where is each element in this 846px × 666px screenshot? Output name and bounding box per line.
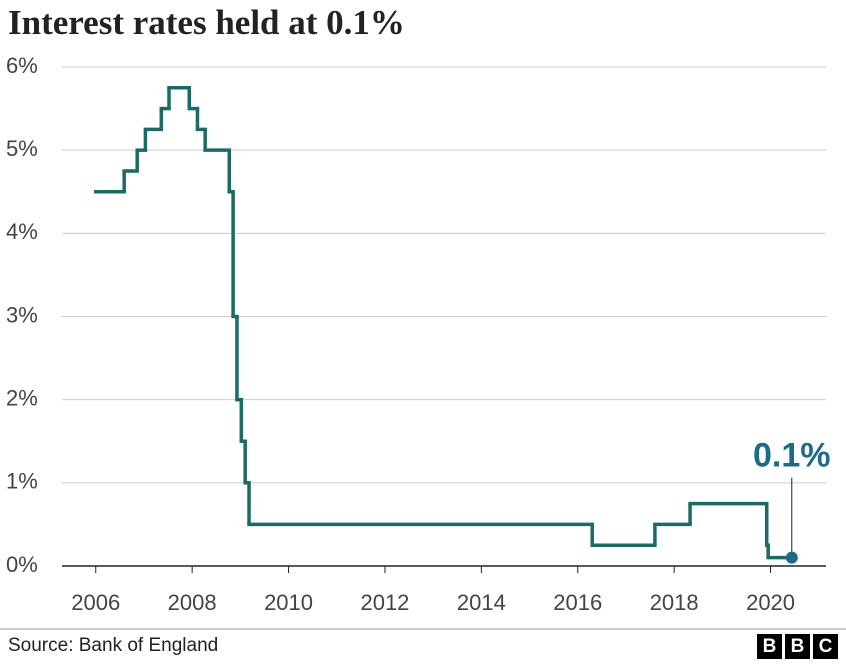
y-tick-label: 5% (6, 136, 38, 161)
y-tick-label: 3% (6, 302, 38, 327)
source: Source: Bank of England (8, 635, 218, 656)
logo-letter: C (819, 636, 833, 657)
x-tick-label: 2010 (264, 590, 313, 615)
y-tick-label: 6% (6, 53, 38, 78)
logo-letter: B (791, 636, 805, 657)
logo-block (785, 634, 810, 659)
x-tick-label: 2012 (360, 590, 409, 615)
x-tick-label: 2008 (168, 590, 217, 615)
x-tick-label: 2018 (650, 590, 699, 615)
logo-block (757, 634, 782, 659)
logo-letter: B (763, 636, 777, 657)
y-tick-label: 0% (6, 552, 38, 577)
y-tick-label: 4% (6, 219, 38, 244)
x-tick-label: 2006 (71, 590, 120, 615)
x-tick-label: 2014 (457, 590, 506, 615)
chart-title: Interest rates held at 0.1% (8, 3, 405, 42)
logo-block (813, 634, 838, 659)
x-tick-label: 2020 (746, 590, 795, 615)
x-tick-label: 2016 (553, 590, 602, 615)
end-point (785, 551, 798, 564)
annotation: 0.1% (753, 437, 831, 475)
y-tick-label: 2% (6, 385, 38, 410)
y-tick-label: 1% (6, 469, 38, 494)
